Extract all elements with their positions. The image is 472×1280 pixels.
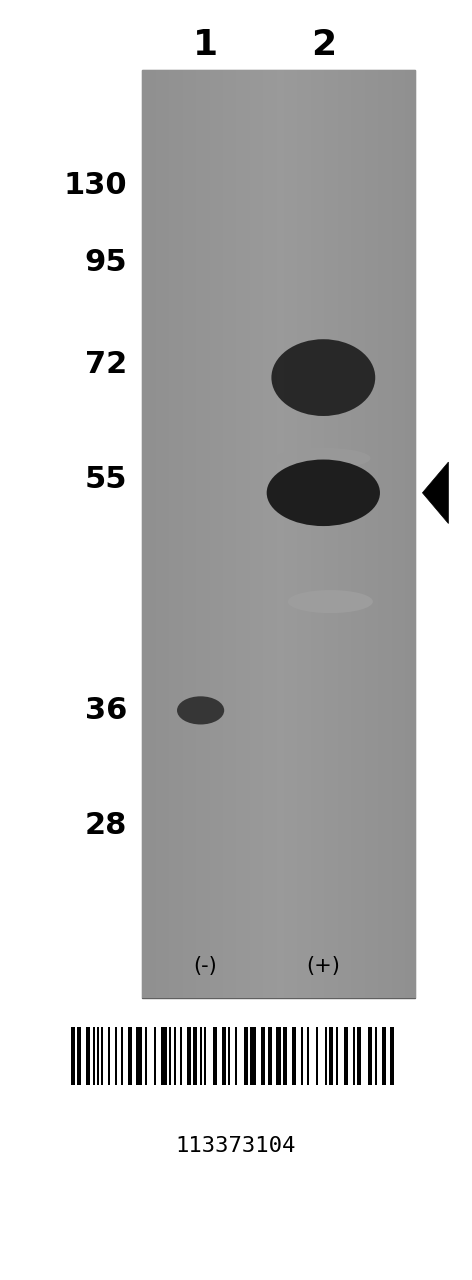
Text: 113373104: 113373104 [176, 1135, 296, 1156]
Bar [390, 1027, 394, 1084]
Bar [292, 1027, 296, 1084]
Ellipse shape [276, 448, 371, 468]
Bar [213, 1027, 217, 1084]
Bar [283, 1027, 287, 1084]
Text: (-): (-) [194, 956, 217, 977]
Bar [375, 1027, 377, 1084]
Bar [145, 1027, 147, 1084]
Bar [244, 1027, 248, 1084]
Bar [115, 1027, 117, 1084]
Ellipse shape [267, 460, 380, 526]
Bar [261, 1027, 265, 1084]
Bar [174, 1027, 176, 1084]
Bar [325, 1027, 327, 1084]
Text: 36: 36 [85, 696, 127, 724]
Bar [381, 1027, 386, 1084]
Bar [250, 1027, 256, 1084]
Ellipse shape [288, 590, 373, 613]
Text: 72: 72 [85, 351, 127, 379]
Text: 55: 55 [85, 466, 127, 494]
Bar [97, 1027, 99, 1084]
Bar [336, 1027, 337, 1084]
Bar [316, 1027, 318, 1084]
Bar [368, 1027, 372, 1084]
Bar [194, 1027, 197, 1084]
Bar [180, 1027, 182, 1084]
Ellipse shape [177, 696, 224, 724]
Bar [301, 1027, 303, 1084]
Bar [101, 1027, 103, 1084]
Bar [268, 1027, 272, 1084]
Bar [187, 1027, 191, 1084]
Bar [160, 1027, 167, 1084]
Bar [71, 1027, 75, 1084]
Bar [121, 1027, 123, 1084]
Bar [136, 1027, 143, 1084]
Bar [200, 1027, 202, 1084]
Bar [235, 1027, 237, 1084]
Bar [222, 1027, 226, 1084]
Ellipse shape [271, 339, 375, 416]
Bar [329, 1027, 333, 1084]
Bar [154, 1027, 156, 1084]
Bar [277, 1027, 280, 1084]
Text: 130: 130 [64, 172, 127, 200]
Text: (+): (+) [306, 956, 340, 977]
Bar [307, 1027, 309, 1084]
Bar [142, 70, 415, 998]
Text: 1: 1 [193, 28, 218, 61]
Bar [108, 1027, 110, 1084]
Bar [353, 1027, 355, 1084]
Text: 2: 2 [311, 28, 336, 61]
Text: 95: 95 [85, 248, 127, 276]
Polygon shape [422, 462, 448, 524]
Bar [204, 1027, 206, 1084]
Bar [77, 1027, 81, 1084]
Bar [93, 1027, 95, 1084]
Bar [344, 1027, 348, 1084]
Bar [228, 1027, 230, 1084]
Text: 28: 28 [85, 812, 127, 840]
Bar [86, 1027, 90, 1084]
Bar [357, 1027, 362, 1084]
Bar [169, 1027, 171, 1084]
Bar [128, 1027, 132, 1084]
